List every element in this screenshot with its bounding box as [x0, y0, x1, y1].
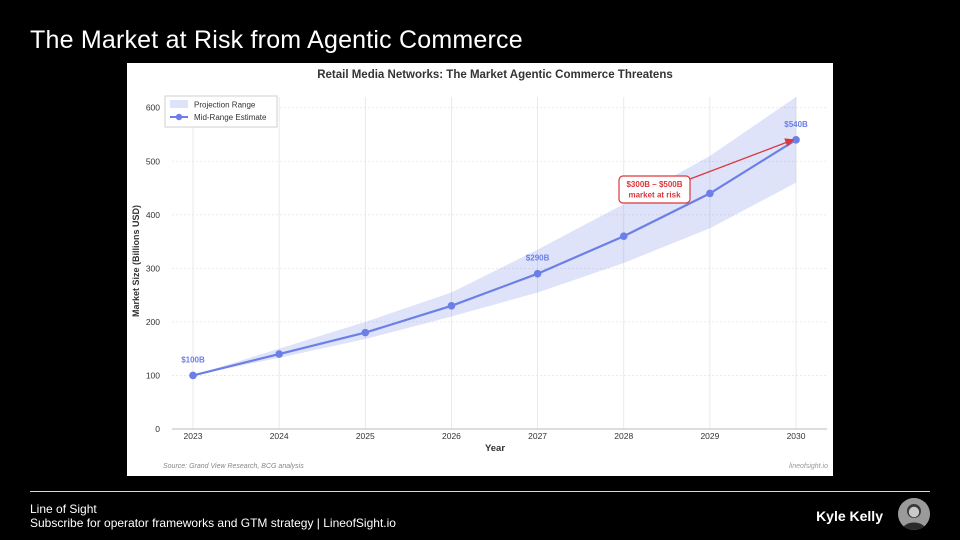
- footer-brand: Line of Sight: [30, 502, 97, 516]
- data-label: $100B: [181, 355, 205, 364]
- x-tick-label: 2025: [356, 431, 375, 441]
- data-point: [792, 136, 800, 144]
- legend-box: [164, 95, 278, 128]
- legend-series-label: Mid-Range Estimate: [194, 113, 267, 122]
- grid: [172, 97, 827, 430]
- x-tick-label: 2026: [442, 431, 461, 441]
- y-tick-label: 400: [146, 210, 160, 220]
- footer-tagline: Subscribe for operator frameworks and GT…: [30, 516, 396, 530]
- watermark: lineofsight.io: [789, 463, 828, 470]
- annotation-layer: $300B – $500B market at risk: [618, 138, 795, 204]
- x-axis-label: Year: [485, 443, 505, 454]
- x-tick-label: 2028: [614, 431, 633, 441]
- footer-divider: [30, 491, 930, 492]
- legend-band-label: Projection Range: [194, 101, 256, 110]
- annotation-arrow: [689, 138, 795, 180]
- y-tick-label: 500: [146, 156, 160, 166]
- data-point: [275, 350, 283, 358]
- y-tick-label: 600: [146, 103, 160, 113]
- legend-band-swatch: [170, 100, 188, 108]
- y-tick-label: 0: [155, 424, 160, 434]
- y-tick-label: 200: [146, 317, 160, 327]
- data-point: [447, 302, 456, 310]
- x-tick-label: 2023: [184, 431, 203, 441]
- data-point: [706, 189, 714, 198]
- series-layer: [189, 136, 800, 380]
- legend-line-marker: [175, 113, 183, 121]
- market-size-chart: Retail Media Networks: The Market Agenti…: [131, 69, 828, 470]
- y-tick-label: 100: [146, 370, 160, 380]
- legend: Projection Range Mid-Range Estimate: [164, 95, 278, 128]
- projection-band-layer: [193, 97, 797, 376]
- x-tick-label: 2029: [700, 431, 719, 441]
- source-note: Source: Grand View Research, BCG analysi…: [163, 463, 304, 470]
- y-axis-label: Market Size (Billions USD): [131, 205, 141, 317]
- x-tick-label: 2024: [270, 431, 289, 441]
- avatar: [898, 498, 930, 530]
- annotation-box: [618, 175, 691, 204]
- annotation-caption-text: market at risk: [628, 191, 681, 200]
- data-label: $290B: [526, 254, 550, 263]
- projection-range-band: [193, 97, 797, 376]
- y-tick-label: 300: [146, 263, 160, 273]
- x-tick-label: 2030: [787, 431, 806, 441]
- data-point: [619, 232, 628, 241]
- axis-layer: 0 100 200 300 400 500 600 2023 2024 2025 2026 2027 2…: [146, 103, 827, 441]
- annotation-range-text: $300B – $500B: [626, 180, 682, 189]
- x-tick-label: 2027: [528, 431, 547, 441]
- mid-range-estimate-line: [192, 138, 797, 377]
- chart-title: Retail Media Networks: The Market Agenti…: [317, 69, 673, 81]
- data-point: [361, 328, 370, 337]
- slide-title: The Market at Risk from Agentic Commerce: [30, 26, 523, 54]
- chart-panel: Retail Media Networks: The Market Agenti…: [127, 63, 833, 476]
- author-name: Kyle Kelly: [816, 508, 883, 524]
- data-label: $540B: [784, 120, 808, 129]
- data-point: [189, 371, 197, 380]
- data-point: [533, 269, 542, 278]
- data-label-layer: $100B $290B $540B: [181, 120, 808, 365]
